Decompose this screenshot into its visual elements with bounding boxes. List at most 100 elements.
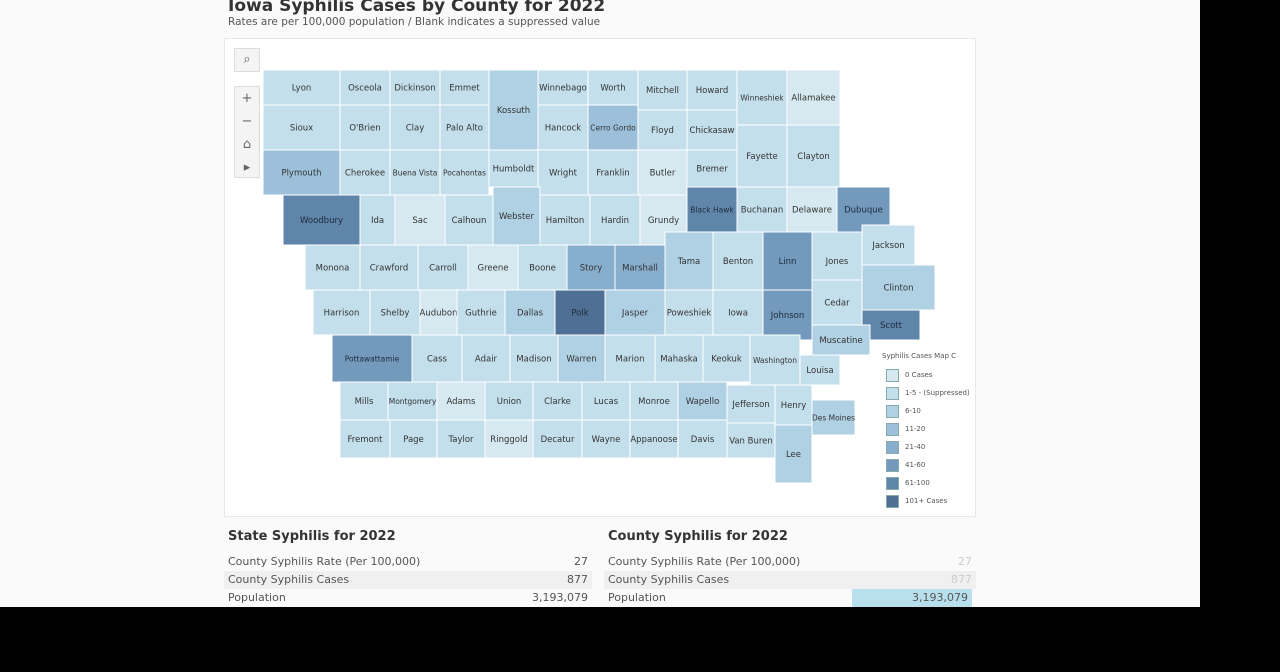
county-shape[interactable] [484,419,534,459]
county-shape[interactable] [389,69,441,106]
county-warren[interactable]: Warren [557,334,606,383]
county-marion[interactable]: Marion [604,334,656,383]
county-crawford[interactable]: Crawford [359,244,419,291]
county-johnson[interactable]: Johnson [762,289,813,341]
county-cass[interactable]: Cass [411,334,463,383]
county-winneshiek[interactable]: Winneshiek [736,69,788,126]
county-chickasaw[interactable]: Chickasaw [686,109,738,151]
county-sac[interactable]: Sac [394,194,446,246]
county-shape[interactable] [811,399,856,436]
county-shape[interactable] [339,419,391,459]
county-emmet[interactable]: Emmet [439,69,490,106]
county-shape[interactable] [262,104,341,151]
home-button[interactable]: ⌂ [242,137,252,152]
county-story[interactable]: Story [566,244,616,291]
county-carroll[interactable]: Carroll [417,244,469,291]
county-calhoun[interactable]: Calhoun [444,194,494,246]
county-linn[interactable]: Linn [762,231,813,291]
county-delaware[interactable]: Delaware [786,186,838,233]
county-osceola[interactable]: Osceola [339,69,391,106]
county-shape[interactable] [726,384,776,424]
county-fayette[interactable]: Fayette [736,124,788,188]
county-decatur[interactable]: Decatur [532,419,583,459]
county-ringgold[interactable]: Ringgold [484,419,534,459]
county-washington[interactable]: Washington [749,334,801,386]
county-shape[interactable] [604,334,656,383]
county-shape[interactable] [532,381,583,421]
county-shape[interactable] [749,334,801,386]
county-tama[interactable]: Tama [664,231,714,291]
county-shape[interactable] [726,422,776,459]
county-shape[interactable] [444,194,494,246]
iowa-county-map[interactable]: Lyon Osceola Dickinson Emmet Kossuth Winnebag… [0,0,1200,607]
county-shape[interactable] [439,149,490,196]
county-polk[interactable]: Polk [554,289,606,336]
county-shape[interactable] [339,69,391,106]
county-adair[interactable]: Adair [461,334,511,383]
county-pocahontas[interactable]: Pocahontas [439,149,490,196]
county-shape[interactable] [861,224,916,266]
play-button[interactable]: ▸ [243,160,251,175]
county-shape[interactable] [509,334,559,383]
county-humboldt[interactable]: Humboldt [488,149,539,188]
county-ida[interactable]: Ida [359,194,396,246]
county-lyon[interactable]: Lyon [262,69,341,106]
county-pottawattamie[interactable]: Pottawattamie [331,334,413,383]
county-shape[interactable] [677,419,728,459]
county-shape[interactable] [339,381,389,421]
county-shape[interactable] [488,69,539,151]
county-audubon[interactable]: Audubon [419,289,458,336]
county-guthrie[interactable]: Guthrie [456,289,506,336]
county-wapello[interactable]: Wapello [677,381,728,421]
county-benton[interactable]: Benton [712,231,764,291]
county-mills[interactable]: Mills [339,381,389,421]
county-boone[interactable]: Boone [517,244,568,291]
county-shape[interactable] [537,149,589,196]
county-franklin[interactable]: Franklin [587,149,639,196]
county-shape[interactable] [774,424,813,484]
county-shape[interactable] [436,419,486,459]
county-monroe[interactable]: Monroe [629,381,679,421]
county-shape[interactable] [504,289,556,336]
county-shape[interactable] [339,149,391,196]
county-shape[interactable] [304,244,361,291]
county-appanoose[interactable]: Appanoose [629,419,679,459]
county-hardin[interactable]: Hardin [589,194,641,246]
county-louisa[interactable]: Louisa [799,354,841,386]
county-monona[interactable]: Monona [304,244,361,291]
county-woodbury[interactable]: Woodbury [282,194,361,246]
county-van-buren[interactable]: Van Buren [726,422,776,459]
county-henry[interactable]: Henry [774,384,813,426]
county-shape[interactable] [436,381,486,421]
county-shape[interactable] [532,419,583,459]
county-dickinson[interactable]: Dickinson [389,69,441,106]
county-poweshiek[interactable]: Poweshiek [664,289,714,336]
county-marshall[interactable]: Marshall [614,244,666,291]
county-shape[interactable] [637,109,688,151]
county-cedar[interactable]: Cedar [811,279,863,326]
county-shape[interactable] [587,104,639,151]
county-dallas[interactable]: Dallas [504,289,556,336]
county-sioux[interactable]: Sioux [262,104,341,151]
county-shape[interactable] [861,264,936,311]
county-shape[interactable] [677,381,728,421]
county-taylor[interactable]: Taylor [436,419,486,459]
county-shape[interactable] [664,231,714,291]
county-shape[interactable] [581,419,631,459]
county-wright[interactable]: Wright [537,149,589,196]
county-clinton[interactable]: Clinton [861,264,936,311]
search-button[interactable]: ⌕ [234,48,260,72]
county-cherokee[interactable]: Cherokee [339,149,391,196]
county-shape[interactable] [587,149,639,196]
county-shape[interactable] [589,194,641,246]
county-shape[interactable] [799,354,841,386]
county-jackson[interactable]: Jackson [861,224,916,266]
county-clarke[interactable]: Clarke [532,381,583,421]
county-lucas[interactable]: Lucas [581,381,631,421]
county-shape[interactable] [331,334,413,383]
county-mahaska[interactable]: Mahaska [654,334,704,383]
county-shape[interactable] [539,194,591,246]
county-o-brien[interactable]: O'Brien [339,104,391,151]
county-shape[interactable] [557,334,606,383]
county-davis[interactable]: Davis [677,419,728,459]
